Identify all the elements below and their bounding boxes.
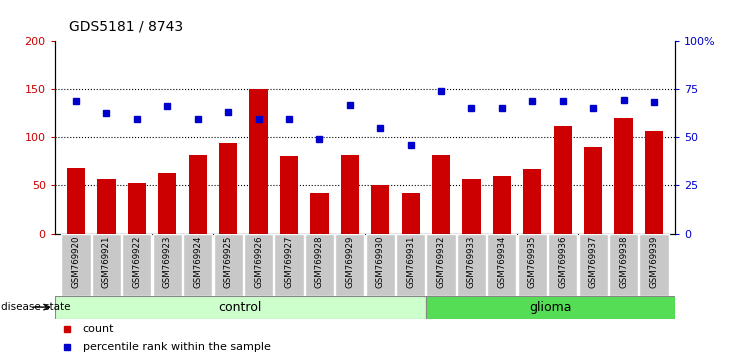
Bar <box>214 234 242 296</box>
Bar <box>462 179 480 234</box>
Bar <box>274 234 304 296</box>
Bar <box>523 169 542 234</box>
Text: GSM769933: GSM769933 <box>467 235 476 288</box>
Bar <box>518 234 547 296</box>
Bar <box>183 234 212 296</box>
Bar <box>92 234 121 296</box>
Bar <box>426 296 675 319</box>
Text: percentile rank within the sample: percentile rank within the sample <box>82 342 271 352</box>
Text: GSM769932: GSM769932 <box>437 235 445 288</box>
Bar <box>488 234 517 296</box>
Text: GSM769925: GSM769925 <box>223 235 233 288</box>
Bar <box>335 234 364 296</box>
Bar <box>123 234 152 296</box>
Text: count: count <box>82 324 114 334</box>
Bar <box>244 234 273 296</box>
Bar <box>493 176 511 234</box>
Bar <box>553 126 572 234</box>
Bar <box>188 155 207 234</box>
Bar <box>341 155 359 234</box>
Text: GSM769934: GSM769934 <box>497 235 507 288</box>
Text: GSM769921: GSM769921 <box>102 235 111 288</box>
Text: GSM769936: GSM769936 <box>558 235 567 288</box>
Bar <box>548 234 577 296</box>
Bar <box>402 193 420 234</box>
Text: GSM769937: GSM769937 <box>588 235 598 288</box>
Bar <box>426 234 456 296</box>
Bar <box>609 234 638 296</box>
Text: GSM769922: GSM769922 <box>132 235 142 288</box>
Text: GSM769926: GSM769926 <box>254 235 263 288</box>
Bar <box>250 89 268 234</box>
Bar <box>645 131 663 234</box>
Bar <box>371 185 389 234</box>
Bar <box>310 193 328 234</box>
Text: GSM769923: GSM769923 <box>163 235 172 288</box>
Bar <box>396 234 426 296</box>
Text: GSM769924: GSM769924 <box>193 235 202 288</box>
Bar <box>305 234 334 296</box>
Text: GSM769927: GSM769927 <box>285 235 293 288</box>
Bar <box>128 183 146 234</box>
Bar <box>615 118 633 234</box>
Text: GSM769938: GSM769938 <box>619 235 628 288</box>
Bar <box>219 143 237 234</box>
Bar <box>280 156 298 234</box>
Bar <box>432 155 450 234</box>
Bar <box>61 234 91 296</box>
Bar <box>639 234 669 296</box>
Text: GSM769929: GSM769929 <box>345 235 354 288</box>
Bar <box>97 179 115 234</box>
Bar <box>579 234 608 296</box>
Bar <box>366 234 395 296</box>
Bar <box>153 234 182 296</box>
Text: GSM769928: GSM769928 <box>315 235 324 288</box>
Text: control: control <box>218 301 262 314</box>
Text: GSM769935: GSM769935 <box>528 235 537 288</box>
Bar <box>584 147 602 234</box>
Text: GSM769931: GSM769931 <box>406 235 415 288</box>
Bar <box>55 296 426 319</box>
Bar <box>67 168 85 234</box>
Text: GSM769920: GSM769920 <box>72 235 80 288</box>
Text: GDS5181 / 8743: GDS5181 / 8743 <box>69 19 183 34</box>
Bar <box>158 173 177 234</box>
Bar <box>457 234 486 296</box>
Text: GSM769930: GSM769930 <box>376 235 385 288</box>
Text: GSM769939: GSM769939 <box>650 235 658 288</box>
Text: disease state: disease state <box>1 302 71 312</box>
Text: glioma: glioma <box>529 301 572 314</box>
